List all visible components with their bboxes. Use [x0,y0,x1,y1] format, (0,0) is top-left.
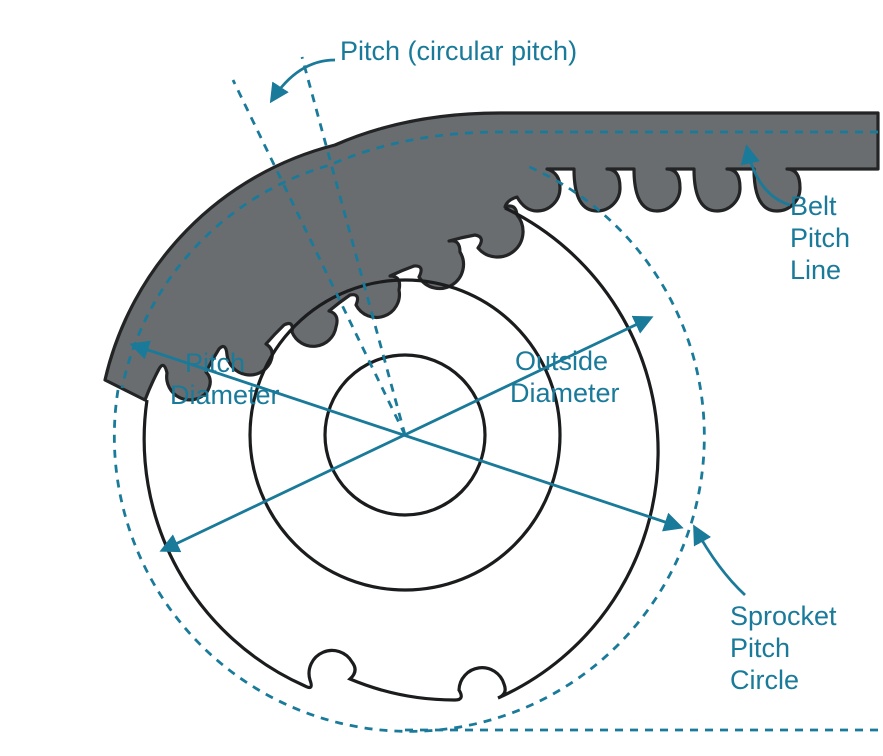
pitch-diameter-label-1: Pitch [185,348,245,378]
outside-diameter-label-2: Diameter [510,378,620,408]
belt-pitch-line-label-2: Pitch [790,223,850,253]
pitch-label: Pitch (circular pitch) [340,36,577,66]
belt-pitch-line-label-3: Line [790,255,841,285]
sprocket-pitch-circle-label-1: Sprocket [730,601,837,631]
outside-diameter-label-1: Outside [515,346,608,376]
sprocket-pitch-circle-leader [695,528,745,595]
sprocket-pitch-circle-label-3: Circle [730,665,799,695]
sprocket-diagram: Pitch (circular pitch) Belt Pitch Line P… [0,0,883,756]
sprocket-pitch-circle-label-2: Pitch [730,633,790,663]
belt-pitch-line-label-1: Belt [790,191,837,221]
pitch-diameter-label-2: Diameter [170,380,280,410]
